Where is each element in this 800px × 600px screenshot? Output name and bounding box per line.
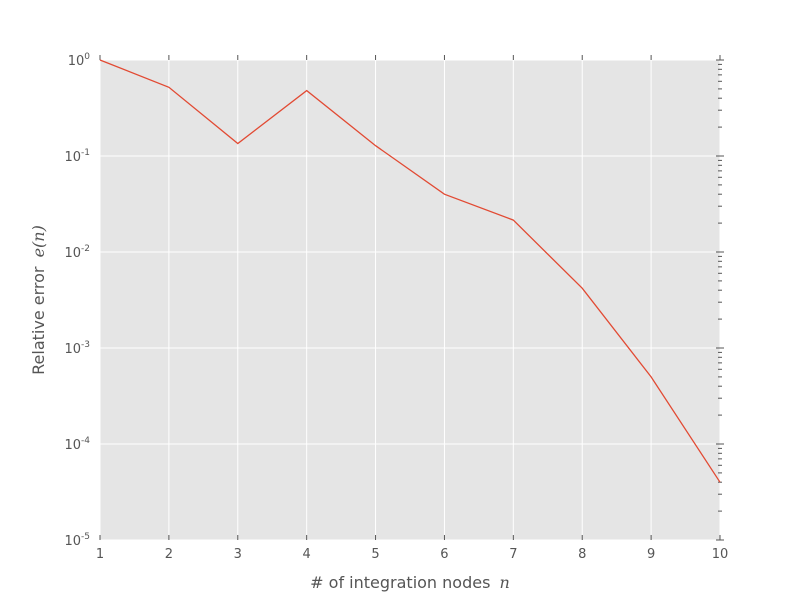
y-tick-label-exponent: -4 xyxy=(81,436,90,446)
y-axis-title-text: Relative error xyxy=(29,266,48,375)
x-axis-title: # of integration nodes n xyxy=(310,573,510,592)
x-tick-labels: 1 2 3 4 5 6 7 8 9 10 xyxy=(96,547,728,562)
y-tick-label-base: 10 xyxy=(64,246,81,261)
x-axis-title-var: n xyxy=(500,573,510,592)
y-axis-title: Relative error e(n) xyxy=(29,225,48,375)
series-line xyxy=(99,59,721,483)
x-tick-label: 5 xyxy=(371,547,379,562)
y-tick-label-base: 10 xyxy=(64,150,81,165)
grid xyxy=(99,59,721,541)
y-tick-label-base: 10 xyxy=(64,438,81,453)
y-tick-label-exponent: 0 xyxy=(84,52,90,62)
ticks xyxy=(99,55,724,541)
x-tick-label: 8 xyxy=(578,547,586,562)
x-tick-label: 2 xyxy=(165,547,173,562)
y-tick-label-base: 10 xyxy=(64,534,81,549)
y-tick-label-base: 10 xyxy=(64,342,81,357)
x-tick-label: 3 xyxy=(234,547,242,562)
y-tick-label-base: 10 xyxy=(68,54,85,69)
y-tick-label: 10-4 xyxy=(64,436,90,453)
y-tick-label: 100 xyxy=(68,52,91,69)
x-tick-label: 4 xyxy=(303,547,311,562)
x-tick-label: 1 xyxy=(96,547,104,562)
y-tick-label-exponent: -3 xyxy=(81,340,90,350)
x-tick-label: 7 xyxy=(509,547,517,562)
x-tick-label: 10 xyxy=(712,547,729,562)
x-tick-label: 6 xyxy=(440,547,448,562)
y-tick-label: 10-2 xyxy=(64,244,90,261)
y-tick-label-exponent: -2 xyxy=(81,244,90,254)
plot-area xyxy=(100,60,720,540)
y-tick-label: 10-5 xyxy=(64,532,90,549)
x-axis-title-text: # of integration nodes xyxy=(310,573,490,592)
y-tick-label: 10-1 xyxy=(64,148,90,165)
y-axis-title-var: e(n) xyxy=(29,225,48,257)
y-tick-label-exponent: -5 xyxy=(81,532,90,542)
x-tick-label: 9 xyxy=(647,547,655,562)
y-tick-label: 10-3 xyxy=(64,340,90,357)
y-tick-label-exponent: -1 xyxy=(81,148,90,158)
